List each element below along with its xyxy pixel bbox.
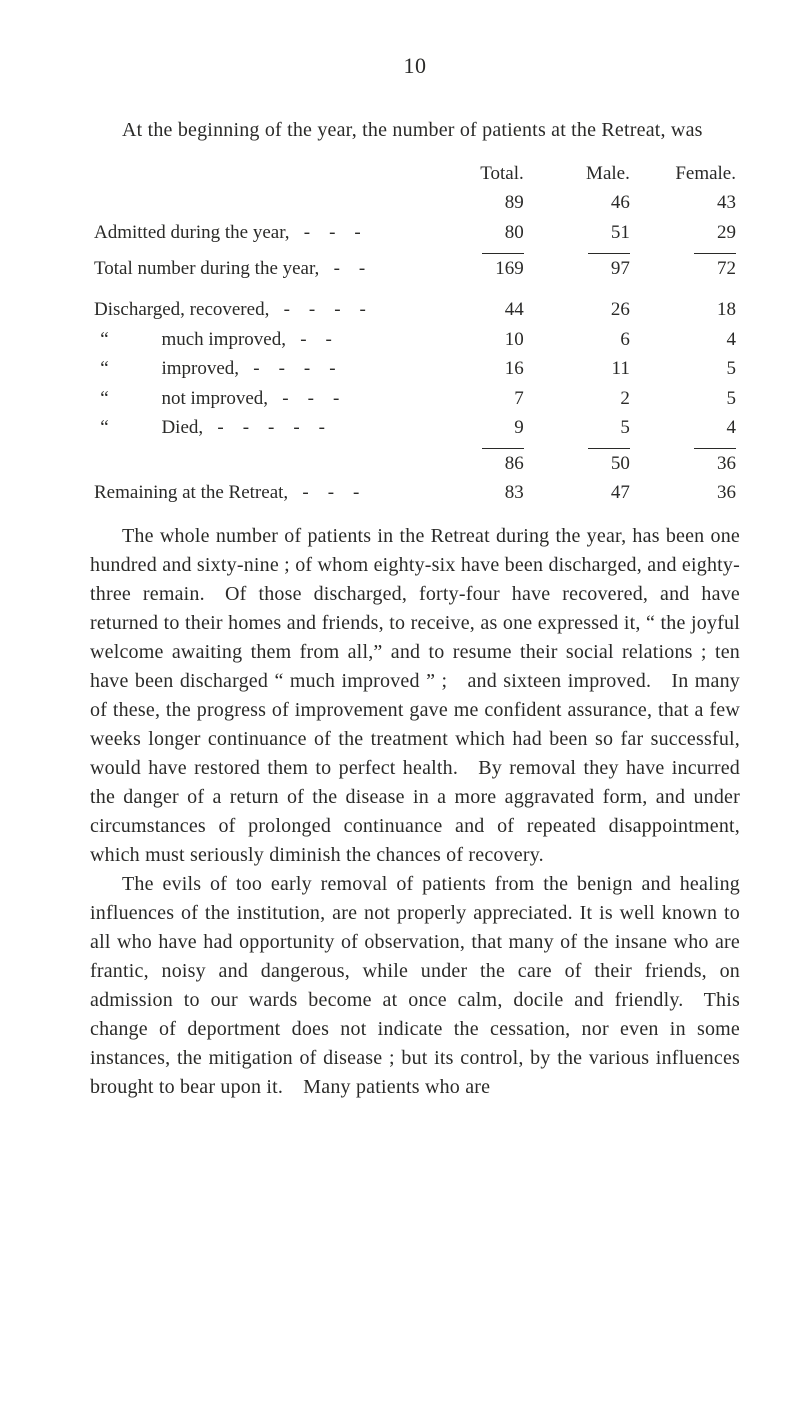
cell-male: 46: [528, 188, 634, 218]
cell-male: 51: [528, 218, 634, 248]
cell-female: 4: [634, 413, 740, 443]
label-text: Total number during the year,: [94, 258, 319, 279]
cell-female: 43: [634, 188, 740, 218]
cell-female: 72: [634, 254, 740, 284]
cell-total: 7: [422, 384, 528, 414]
cell-female: 5: [634, 384, 740, 414]
row-disch-much-improved: “ much improved, - - 10 6 4: [90, 325, 740, 355]
row-disch-sum: 86 50 36: [90, 449, 740, 479]
header-female: Female.: [634, 159, 740, 189]
dash-leader: - -: [300, 329, 332, 350]
cell-female: 18: [634, 295, 740, 325]
intro-paragraph: At the beginning of the year, the number…: [90, 116, 740, 145]
row-admitted: Admitted during the year, - - - 80 51 29: [90, 218, 740, 248]
label-text: Remaining at the Retreat,: [94, 482, 288, 503]
row-disch-died: “ Died, - - - - - 9 5 4: [90, 413, 740, 443]
dash-leader: - - - - -: [217, 417, 325, 438]
cell-total: 86: [422, 449, 528, 479]
cell-female: 36: [634, 478, 740, 508]
cell-label: “ much improved, - -: [90, 325, 422, 355]
cell-label: [90, 188, 422, 218]
cell-male: 5: [528, 413, 634, 443]
paragraph-1: The whole number of patients in the Retr…: [90, 522, 740, 870]
cell-male: 2: [528, 384, 634, 414]
label-text: improved,: [120, 355, 239, 383]
scanned-page: 10 At the beginning of the year, the num…: [0, 0, 800, 1416]
body-text: The whole number of patients in the Retr…: [90, 522, 740, 1102]
cell-total: 44: [422, 295, 528, 325]
row-remaining: Remaining at the Retreat, - - - 83 47 36: [90, 478, 740, 508]
cell-total: 16: [422, 354, 528, 384]
cell-female: 36: [634, 449, 740, 479]
header-male: Male.: [528, 159, 634, 189]
cell-total: 89: [422, 188, 528, 218]
patient-stats-table: Total. Male. Female. 89 46 43 Admitted d…: [90, 159, 740, 508]
cell-label: Admitted during the year, - - -: [90, 218, 422, 248]
cell-female: 5: [634, 354, 740, 384]
spacer-row: [90, 283, 740, 295]
paragraph-2: The evils of too early removal of patien…: [90, 870, 740, 1102]
cell-male: 50: [528, 449, 634, 479]
label-text: much improved,: [120, 326, 286, 354]
table-header-row: Total. Male. Female.: [90, 159, 740, 189]
cell-male: 47: [528, 478, 634, 508]
ditto-mark: “: [94, 355, 115, 383]
cell-total: 9: [422, 413, 528, 443]
header-blank: [90, 159, 422, 189]
cell-label: [90, 449, 422, 479]
cell-female: 4: [634, 325, 740, 355]
cell-male: 6: [528, 325, 634, 355]
cell-male: 26: [528, 295, 634, 325]
cell-total: 10: [422, 325, 528, 355]
cell-label: “ Died, - - - - -: [90, 413, 422, 443]
ditto-mark: “: [94, 385, 115, 413]
cell-label: Total number during the year, - -: [90, 254, 422, 284]
cell-label: “ not improved, - - -: [90, 384, 422, 414]
ditto-mark: “: [94, 414, 115, 442]
row-disch-improved: “ improved, - - - - 16 11 5: [90, 354, 740, 384]
dash-leader: - -: [334, 258, 366, 279]
row-disch-recovered: Discharged, recovered, - - - - 44 26 18: [90, 295, 740, 325]
cell-total: 83: [422, 478, 528, 508]
cell-label: Discharged, recovered, - - - -: [90, 295, 422, 325]
cell-male: 11: [528, 354, 634, 384]
cell-total: 169: [422, 254, 528, 284]
page-number: 10: [90, 50, 740, 82]
dash-leader: - - - -: [253, 358, 335, 379]
cell-label: Remaining at the Retreat, - - -: [90, 478, 422, 508]
row-disch-not-improved: “ not improved, - - - 7 2 5: [90, 384, 740, 414]
dash-leader: - - - -: [284, 299, 366, 320]
dash-leader: - - -: [302, 482, 359, 503]
label-text: not improved,: [120, 385, 268, 413]
dash-leader: - - -: [282, 388, 339, 409]
header-total: Total.: [422, 159, 528, 189]
cell-total: 80: [422, 218, 528, 248]
cell-male: 97: [528, 254, 634, 284]
label-text: Died,: [120, 414, 203, 442]
ditto-mark: “: [94, 326, 115, 354]
cell-label: “ improved, - - - -: [90, 354, 422, 384]
dash-leader: - - -: [304, 222, 361, 243]
row-opening: 89 46 43: [90, 188, 740, 218]
row-total-year: Total number during the year, - - 169 97…: [90, 254, 740, 284]
label-text: Admitted during the year,: [94, 222, 290, 243]
label-text: Discharged, recovered,: [94, 299, 269, 320]
cell-female: 29: [634, 218, 740, 248]
